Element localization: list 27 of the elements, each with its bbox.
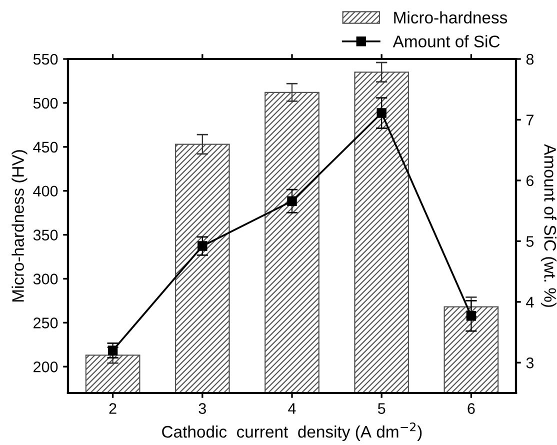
y-tick-label: 250 (34, 318, 58, 328)
y-tick-label: 400 (33, 186, 58, 197)
x-tick-label: 3 (198, 403, 206, 414)
legend-label: Amount of SiC (392, 35, 500, 48)
y2-tick-label: 7 (526, 114, 534, 126)
x-axis-title: Cathodic current density (A dm$^{−2}$) (162, 422, 422, 442)
y2-tick-label: 3 (526, 358, 534, 368)
legend-label: Micro-hardness (394, 11, 508, 24)
y-axis-title: Micro-hardness (HV) (12, 150, 28, 302)
point (198, 241, 208, 251)
x-tick-label: 6 (468, 403, 475, 414)
point (287, 196, 297, 206)
y2-axis-title: Amount of SiC (wt. %) (540, 144, 556, 307)
point (376, 108, 386, 118)
y-tick-label: 500 (33, 98, 58, 109)
x-tick-label: 2 (109, 403, 116, 414)
y2-tick-label: 4 (526, 296, 534, 308)
y-tick-label: 300 (33, 274, 58, 284)
y-tick-label: 350 (33, 230, 58, 240)
y-tick-label: 550 (33, 54, 58, 65)
y2-tick-label: 6 (526, 175, 534, 186)
y2-tick-label: 8 (526, 54, 534, 65)
x-tick-label: 5 (378, 403, 386, 414)
y-tick-label: 450 (33, 142, 58, 153)
y2-tick-label: 5 (526, 236, 534, 247)
y-tick-label: 200 (34, 362, 58, 372)
x-tick-label: 4 (288, 403, 296, 414)
